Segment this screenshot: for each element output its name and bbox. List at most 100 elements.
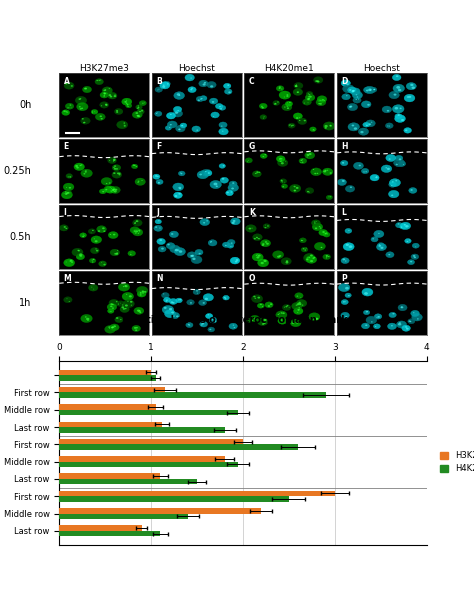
Circle shape xyxy=(377,316,380,318)
Circle shape xyxy=(300,162,301,163)
Circle shape xyxy=(80,108,82,110)
Circle shape xyxy=(401,307,403,308)
Circle shape xyxy=(113,160,115,161)
Circle shape xyxy=(125,308,127,309)
Circle shape xyxy=(134,307,144,315)
Circle shape xyxy=(70,259,73,261)
Circle shape xyxy=(205,171,207,172)
Circle shape xyxy=(137,291,146,297)
Circle shape xyxy=(74,163,84,171)
Circle shape xyxy=(255,173,256,174)
Circle shape xyxy=(299,158,307,163)
Text: O: O xyxy=(249,274,255,283)
Circle shape xyxy=(368,123,371,125)
Circle shape xyxy=(367,104,370,106)
Circle shape xyxy=(219,106,221,107)
Circle shape xyxy=(303,254,315,262)
Circle shape xyxy=(100,92,109,98)
Circle shape xyxy=(81,118,90,124)
Circle shape xyxy=(248,228,251,230)
Circle shape xyxy=(392,181,394,182)
Circle shape xyxy=(122,293,134,300)
Circle shape xyxy=(78,250,80,252)
Circle shape xyxy=(137,109,144,114)
Circle shape xyxy=(230,246,231,247)
Circle shape xyxy=(206,220,208,222)
Circle shape xyxy=(287,102,288,103)
Circle shape xyxy=(189,324,190,326)
Circle shape xyxy=(227,192,229,193)
Circle shape xyxy=(307,191,309,192)
Circle shape xyxy=(169,231,178,237)
Circle shape xyxy=(325,127,327,129)
Circle shape xyxy=(113,188,115,190)
Circle shape xyxy=(352,91,354,92)
Circle shape xyxy=(210,181,221,188)
Circle shape xyxy=(297,296,298,297)
Circle shape xyxy=(324,125,328,127)
Circle shape xyxy=(95,113,105,121)
Circle shape xyxy=(389,125,390,127)
Circle shape xyxy=(289,102,291,103)
Circle shape xyxy=(132,326,141,332)
Circle shape xyxy=(274,103,276,105)
Circle shape xyxy=(398,304,407,311)
Circle shape xyxy=(310,255,313,256)
Circle shape xyxy=(417,318,419,319)
Circle shape xyxy=(225,245,227,246)
Text: P: P xyxy=(341,274,347,283)
Circle shape xyxy=(177,250,179,251)
Circle shape xyxy=(89,285,98,291)
Circle shape xyxy=(400,108,401,109)
Circle shape xyxy=(114,168,116,170)
Circle shape xyxy=(104,92,106,94)
Circle shape xyxy=(103,191,104,192)
Circle shape xyxy=(173,192,182,198)
Circle shape xyxy=(222,242,230,247)
Circle shape xyxy=(340,160,348,166)
Circle shape xyxy=(133,220,142,226)
Bar xyxy=(59,479,197,485)
Circle shape xyxy=(255,319,257,321)
Circle shape xyxy=(314,173,316,174)
Circle shape xyxy=(106,183,108,184)
Circle shape xyxy=(285,161,286,162)
Text: J: J xyxy=(156,208,159,217)
Circle shape xyxy=(306,154,309,156)
Circle shape xyxy=(166,113,175,119)
Circle shape xyxy=(81,164,82,165)
Circle shape xyxy=(162,293,169,298)
Circle shape xyxy=(287,107,289,109)
Circle shape xyxy=(406,83,416,90)
Circle shape xyxy=(364,310,370,315)
Circle shape xyxy=(265,241,267,243)
Circle shape xyxy=(280,179,287,184)
Circle shape xyxy=(308,154,310,156)
Title: H4K20me1: H4K20me1 xyxy=(264,64,314,73)
Circle shape xyxy=(109,95,112,97)
Circle shape xyxy=(312,258,314,259)
Circle shape xyxy=(135,233,137,234)
Bar xyxy=(59,525,142,531)
Circle shape xyxy=(300,304,301,305)
Circle shape xyxy=(224,83,231,89)
Circle shape xyxy=(406,328,409,330)
Circle shape xyxy=(273,100,280,105)
Circle shape xyxy=(85,316,87,318)
Circle shape xyxy=(257,318,268,326)
Circle shape xyxy=(232,182,235,184)
Circle shape xyxy=(209,317,217,323)
Bar xyxy=(59,513,188,519)
Circle shape xyxy=(125,285,128,287)
Title: Hoechst: Hoechst xyxy=(178,64,215,73)
Circle shape xyxy=(199,80,208,87)
Circle shape xyxy=(75,96,87,105)
Circle shape xyxy=(117,250,118,251)
Circle shape xyxy=(65,193,67,195)
Circle shape xyxy=(285,101,292,106)
Circle shape xyxy=(130,226,139,233)
Circle shape xyxy=(359,165,361,166)
Circle shape xyxy=(398,114,400,116)
Circle shape xyxy=(401,307,402,308)
Circle shape xyxy=(101,177,112,185)
